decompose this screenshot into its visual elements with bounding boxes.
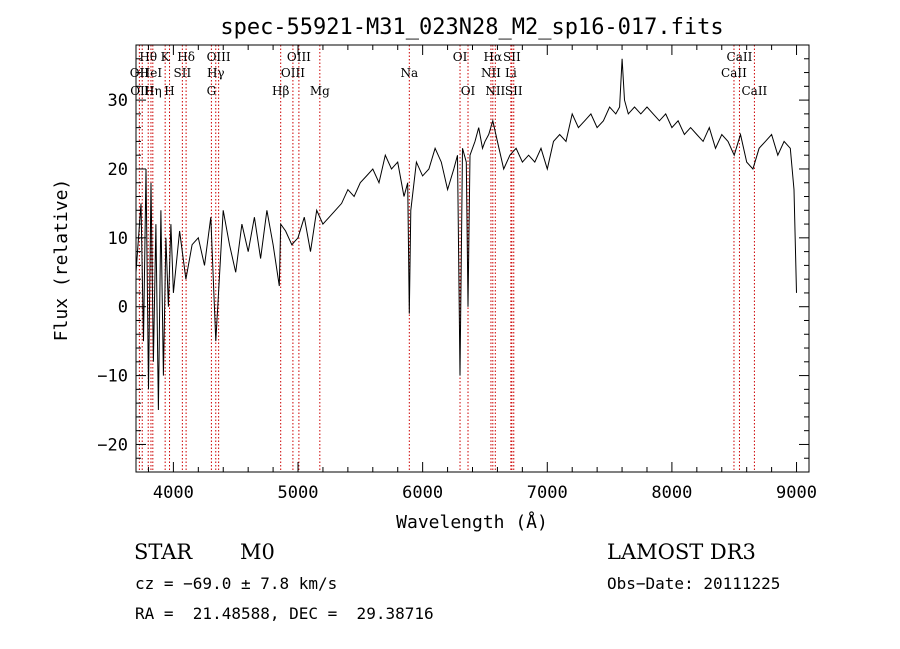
y-tick-label-2: 0 (118, 298, 128, 318)
line-marker-label-4: Hη (144, 84, 162, 98)
line-marker-label-26: CaII (721, 66, 747, 80)
line-marker-label-10: Hγ (207, 66, 225, 80)
y-axis-ticks: −20 −10 0 10 20 30 (97, 44, 809, 473)
line-marker-label-7: SII (174, 66, 192, 80)
line-marker-label-15: Mg (310, 84, 330, 98)
line-marker-label-27: CaII (741, 84, 767, 98)
x-tick-label-1: 5000 (278, 483, 319, 503)
y-axis-label: Flux (relative) (51, 179, 72, 342)
plot-frame (135, 44, 810, 473)
y-tick-label-5: 30 (108, 91, 128, 111)
line-marker-label-12: Hβ (272, 84, 289, 98)
x-axis-label: Wavelength (Å) (396, 511, 548, 533)
y-tick-label-1: −10 (97, 367, 128, 387)
redshift-velocity: cz = −69.0 ± 7.8 km/s (135, 574, 338, 593)
line-marker-label-23: Li (505, 66, 517, 80)
line-marker-label-16: Na (400, 66, 418, 80)
line-marker-label-14: OIII (281, 66, 305, 80)
x-tick-label-3: 7000 (527, 483, 568, 503)
chart-title: spec-55921-M31_023N28_M2_sp16-017.fits (220, 15, 723, 40)
x-tick-label-2: 6000 (402, 483, 443, 503)
line-marker-label-19: Hα (484, 50, 503, 64)
y-tick-label-3: 10 (108, 229, 128, 249)
line-marker-label-11: G (207, 84, 217, 98)
line-marker-label-9: OIII (207, 50, 231, 64)
spectrum-series-line (135, 58, 797, 411)
line-marker-label-13: OIII (287, 50, 311, 64)
line-marker-label-20: NII (481, 66, 501, 80)
sky-coordinates: RA = 21.48588, DEC = 29.38716 (135, 604, 434, 623)
line-marker-label-6: H (164, 84, 174, 98)
line-marker-label-25: CaII (727, 50, 753, 64)
line-marker-label-5: K (161, 50, 171, 64)
object-subclass: M0 (240, 540, 275, 564)
observation-date: Obs−Date: 20111225 (607, 574, 781, 593)
line-marker-label-22: SII (503, 50, 521, 64)
line-marker-label-17: OI (453, 50, 468, 64)
object-class: STAR (134, 540, 193, 564)
y-tick-label-0: −20 (97, 435, 128, 455)
x-tick-label-5: 9000 (776, 483, 817, 503)
x-tick-label-4: 8000 (651, 483, 692, 503)
survey-name: LAMOST DR3 (607, 540, 756, 564)
line-marker-label-3: HeI (140, 66, 163, 80)
x-tick-label-0: 4000 (153, 483, 194, 503)
y-tick-label-4: 20 (108, 160, 128, 180)
line-marker-label-18: OI (461, 84, 476, 98)
line-marker-label-21: NII (485, 84, 505, 98)
emission-line-markers (138, 45, 755, 472)
line-marker-label-0: Hθ (139, 50, 157, 64)
line-marker-label-24: SII (505, 84, 523, 98)
line-marker-label-8: Hδ (177, 50, 195, 64)
x-axis-ticks: 4000 5000 6000 7000 8000 9000 (147, 45, 817, 503)
